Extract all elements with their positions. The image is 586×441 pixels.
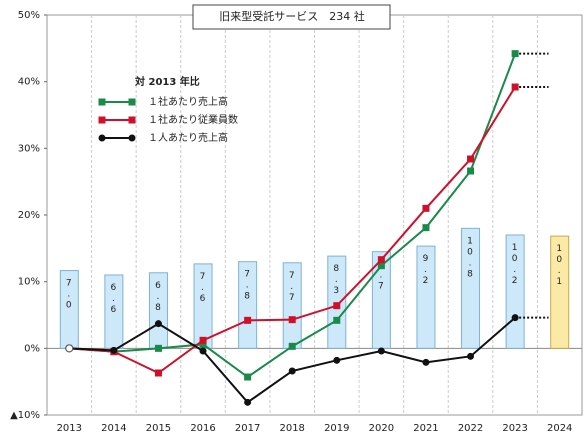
chart-title: 旧来型受託サービス 234 社 bbox=[219, 9, 365, 23]
x-tick-label: 2015 bbox=[146, 423, 171, 434]
marker bbox=[511, 50, 519, 58]
bar bbox=[238, 261, 258, 349]
x-tick-label: 2022 bbox=[458, 423, 483, 434]
y-tick-label: 30% bbox=[18, 143, 40, 154]
marker bbox=[288, 316, 296, 324]
legend-marker bbox=[98, 134, 106, 142]
marker bbox=[199, 347, 207, 355]
marker bbox=[154, 344, 162, 352]
marker bbox=[199, 336, 207, 344]
bar-value-label: 8.7 bbox=[376, 260, 386, 293]
bar-value-label: 7.0 bbox=[64, 279, 74, 312]
marker bbox=[377, 256, 385, 264]
legend-title: 対 2013 年比 bbox=[134, 75, 200, 88]
bar-value-label: 10.8 bbox=[465, 236, 475, 280]
marker bbox=[288, 367, 296, 375]
bar bbox=[461, 227, 481, 349]
marker bbox=[511, 83, 519, 91]
bar-value-label: 7.7 bbox=[287, 271, 297, 304]
bar-value-label: 6.6 bbox=[108, 283, 118, 316]
marker bbox=[244, 316, 252, 324]
marker bbox=[467, 352, 475, 360]
bar-value-label: 7.8 bbox=[242, 270, 252, 303]
legend-label: １人あたり売上高 bbox=[148, 131, 228, 144]
bar-value-label: 7.6 bbox=[198, 272, 208, 305]
title-box bbox=[192, 4, 391, 30]
x-tick-label: 2024 bbox=[547, 423, 572, 434]
bar bbox=[550, 235, 570, 349]
y-tick-label: 40% bbox=[18, 77, 40, 88]
y-tick-label: 0% bbox=[24, 343, 40, 354]
marker bbox=[422, 224, 430, 232]
marker bbox=[333, 356, 341, 364]
legend-marker bbox=[128, 116, 136, 124]
marker bbox=[199, 340, 207, 348]
y-tick-label: 10% bbox=[18, 277, 40, 288]
marker bbox=[333, 316, 341, 324]
bar bbox=[416, 245, 436, 349]
bar-value-label: 6.8 bbox=[153, 281, 163, 314]
bar-value-label: 9.2 bbox=[420, 254, 430, 287]
y-tick-label: ▲10% bbox=[10, 410, 40, 421]
marker bbox=[511, 314, 519, 322]
marker bbox=[333, 302, 341, 310]
x-tick-label: 2023 bbox=[502, 423, 527, 434]
x-tick-label: 2017 bbox=[235, 423, 260, 434]
bar-value-label: 10.2 bbox=[510, 243, 520, 287]
marker bbox=[110, 346, 118, 354]
marker bbox=[467, 155, 475, 163]
x-tick-label: 2014 bbox=[101, 423, 126, 434]
marker bbox=[467, 167, 475, 175]
marker bbox=[244, 373, 252, 381]
x-tick-label: 2020 bbox=[369, 423, 394, 434]
x-tick-label: 2019 bbox=[324, 423, 349, 434]
marker bbox=[154, 320, 162, 328]
legend-label: １社あたり従業員数 bbox=[148, 113, 238, 126]
bar-value-label: 10.1 bbox=[554, 244, 564, 288]
marker bbox=[65, 344, 74, 353]
legend-marker bbox=[128, 134, 136, 142]
x-tick-label: 2016 bbox=[190, 423, 215, 434]
marker bbox=[377, 347, 385, 355]
marker bbox=[422, 358, 430, 366]
x-tick-label: 2018 bbox=[279, 423, 304, 434]
bar bbox=[505, 234, 525, 349]
legend-label: １社あたり売上高 bbox=[148, 95, 228, 108]
marker bbox=[377, 262, 385, 270]
marker bbox=[244, 398, 252, 406]
y-tick-label: 50% bbox=[18, 10, 40, 21]
x-tick-label: 2021 bbox=[413, 423, 438, 434]
marker bbox=[288, 342, 296, 350]
y-tick-label: 20% bbox=[18, 210, 40, 221]
marker bbox=[154, 369, 162, 377]
legend-marker bbox=[98, 116, 106, 124]
bar-value-label: 8.3 bbox=[331, 264, 341, 297]
legend-marker bbox=[128, 98, 136, 106]
legend-marker bbox=[98, 98, 106, 106]
x-tick-label: 2013 bbox=[57, 423, 82, 434]
marker bbox=[422, 204, 430, 212]
